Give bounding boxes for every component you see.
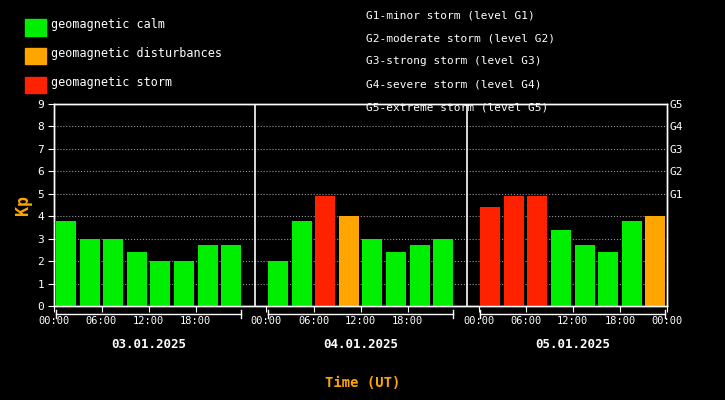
Bar xyxy=(80,239,100,306)
Text: geomagnetic disturbances: geomagnetic disturbances xyxy=(51,47,223,60)
Bar xyxy=(362,239,383,306)
Bar xyxy=(56,221,76,306)
Bar xyxy=(504,196,524,306)
Bar xyxy=(621,221,642,306)
Bar xyxy=(645,216,666,306)
Bar xyxy=(339,216,359,306)
Bar xyxy=(433,239,453,306)
Bar xyxy=(598,252,618,306)
Bar xyxy=(527,196,547,306)
Bar xyxy=(315,196,336,306)
Bar xyxy=(574,245,594,306)
Bar xyxy=(480,207,500,306)
Bar xyxy=(221,245,241,306)
Text: 03.01.2025: 03.01.2025 xyxy=(111,338,186,351)
Bar xyxy=(127,252,147,306)
Bar xyxy=(410,245,430,306)
Text: geomagnetic storm: geomagnetic storm xyxy=(51,76,173,89)
Text: 05.01.2025: 05.01.2025 xyxy=(535,338,610,351)
Bar xyxy=(291,221,312,306)
Bar xyxy=(103,239,123,306)
Text: 04.01.2025: 04.01.2025 xyxy=(323,338,398,351)
Text: G2-moderate storm (level G2): G2-moderate storm (level G2) xyxy=(366,33,555,43)
Bar xyxy=(551,230,571,306)
Bar xyxy=(197,245,218,306)
Text: geomagnetic calm: geomagnetic calm xyxy=(51,18,165,31)
Text: Time (UT): Time (UT) xyxy=(325,376,400,390)
Text: G1-minor storm (level G1): G1-minor storm (level G1) xyxy=(366,10,535,20)
Bar xyxy=(268,261,289,306)
Y-axis label: Kp: Kp xyxy=(14,195,32,215)
Text: G3-strong storm (level G3): G3-strong storm (level G3) xyxy=(366,56,542,66)
Text: G4-severe storm (level G4): G4-severe storm (level G4) xyxy=(366,80,542,90)
Bar xyxy=(386,252,406,306)
Bar xyxy=(174,261,194,306)
Bar xyxy=(150,261,170,306)
Text: G5-extreme storm (level G5): G5-extreme storm (level G5) xyxy=(366,103,548,113)
